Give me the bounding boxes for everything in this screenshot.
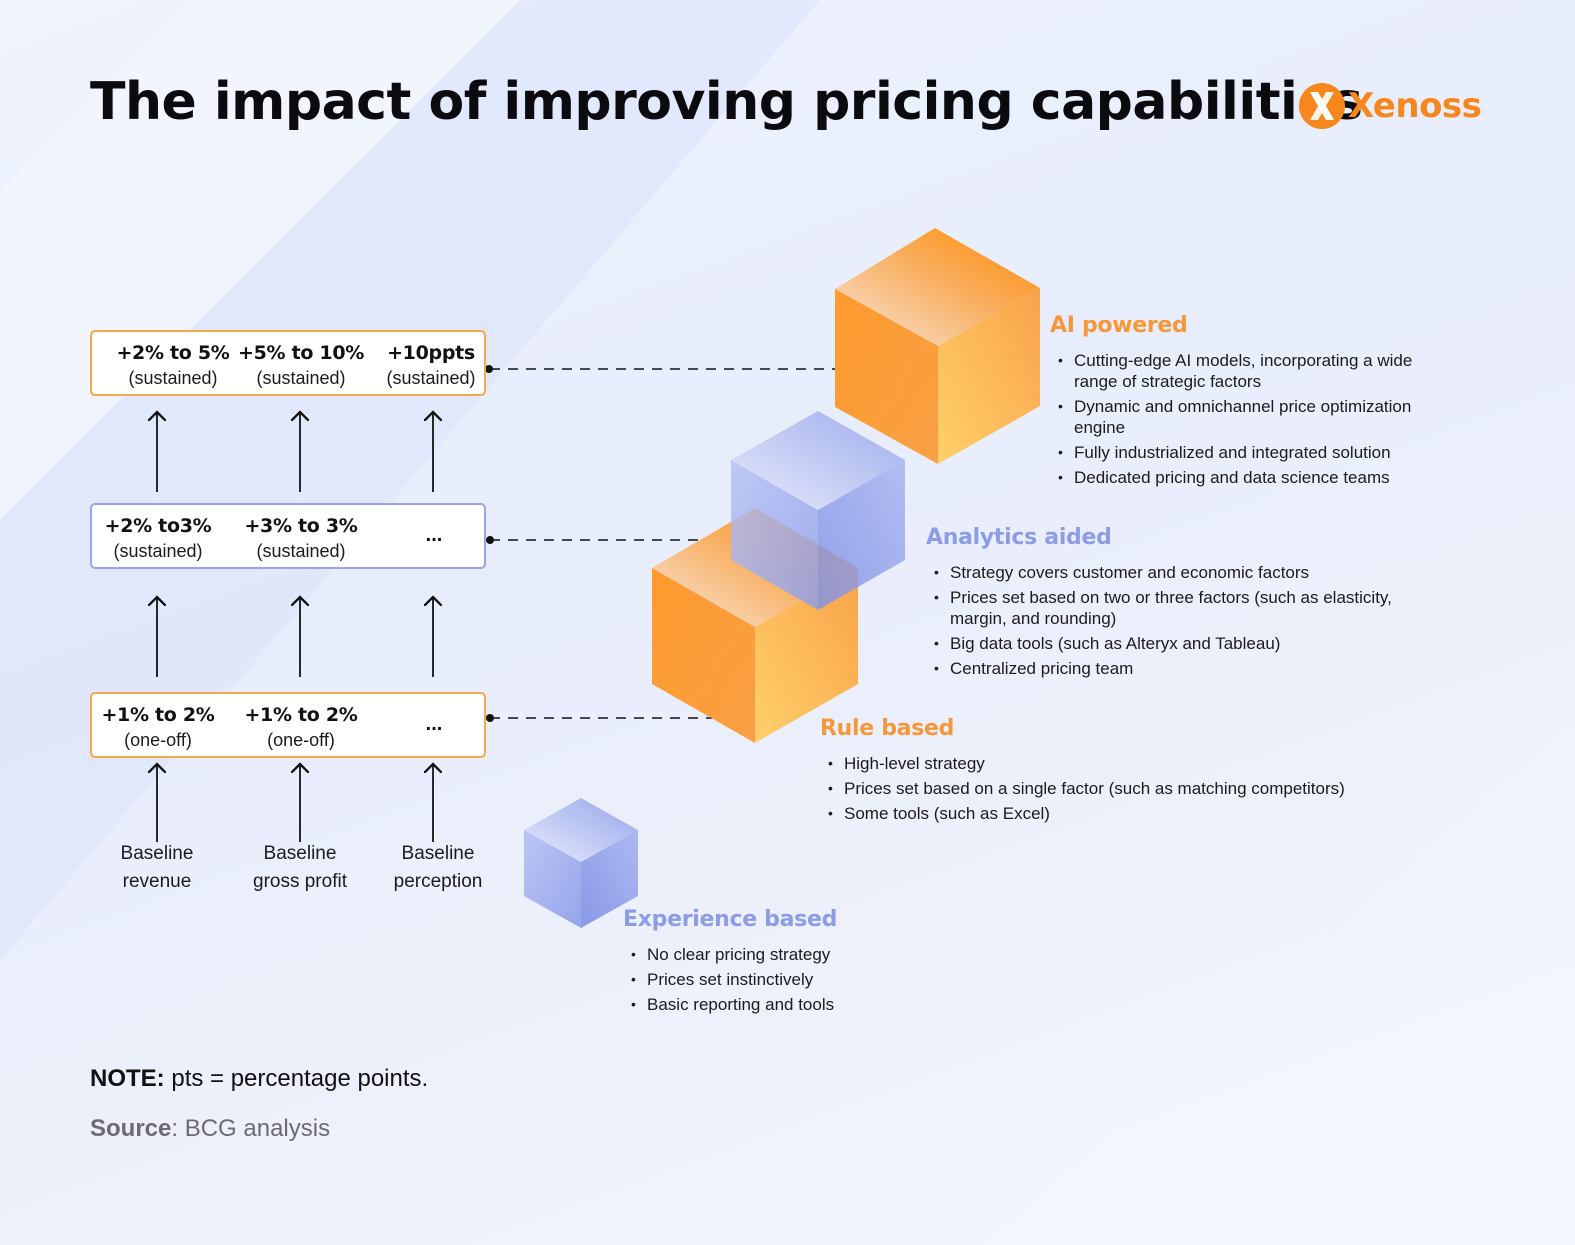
bullet-item: Strategy covers customer and economic fa… [934, 562, 1404, 583]
ellipsis: ... [425, 713, 443, 735]
upward-arrows [157, 412, 433, 842]
impact-duration: (sustained) [386, 368, 476, 388]
impact-duration: (one-off) [124, 730, 192, 750]
baseline-label: Baseline [401, 843, 475, 864]
cube-analytics-aided [731, 411, 905, 610]
baseline-gross-profit: Baseline gross profit [220, 840, 380, 896]
bullet-item: Cutting-edge AI models, incorporating a … [1058, 350, 1438, 392]
bullet-item: Prices set instinctively [631, 969, 931, 990]
impact-box-analytics-aided: +2% to3% (sustained) +3% to 3% (sustaine… [90, 503, 486, 569]
impact-cell-revenue: +2% to 5% (sustained) [98, 341, 248, 391]
level-bullets-rule-based: High-level strategy Prices set based on … [828, 753, 1388, 828]
impact-cell-perception: +10ppts (sustained) [356, 341, 506, 391]
connector-dot-icon [486, 714, 494, 722]
logo-text: Xenoss [1348, 86, 1482, 126]
level-bullets-analytics-aided: Strategy covers customer and economic fa… [934, 562, 1404, 683]
cube-ai-powered [835, 228, 1040, 464]
source-line: Source: BCG analysis [90, 1115, 330, 1143]
impact-box-rule-based: +1% to 2% (one-off) +1% to 2% (one-off) … [90, 692, 486, 758]
impact-value: +1% to 2% [101, 704, 215, 726]
source-text: : BCG analysis [171, 1115, 331, 1142]
bullet-item: Prices set based on two or three factors… [934, 587, 1404, 629]
page-title: The impact of improving pricing capabili… [90, 72, 1363, 132]
bullet-item: High-level strategy [828, 753, 1388, 774]
bullet-item: Dynamic and omnichannel price optimizati… [1058, 396, 1438, 438]
baseline-metric: gross profit [253, 871, 347, 892]
level-bullets-experience-based: No clear pricing strategy Prices set ins… [631, 944, 931, 1019]
impact-duration: (sustained) [113, 541, 203, 561]
impact-value: +1% to 2% [244, 704, 358, 726]
impact-value: +10ppts [387, 342, 475, 364]
note-text: pts = percentage points. [164, 1065, 429, 1092]
impact-cell-gross-profit: +1% to 2% (one-off) [226, 703, 376, 753]
level-title-analytics-aided: Analytics aided [926, 525, 1112, 550]
level-title-experience-based: Experience based [623, 907, 838, 932]
connector-dot-icon [486, 536, 494, 544]
level-title-rule-based: Rule based [820, 716, 955, 741]
baseline-label: Baseline [120, 843, 194, 864]
impact-duration: (one-off) [267, 730, 335, 750]
footnote: NOTE: pts = percentage points. [90, 1065, 428, 1093]
cube-experience-based [524, 798, 638, 928]
level-bullets-ai-powered: Cutting-edge AI models, incorporating a … [1058, 350, 1438, 492]
impact-cell-revenue: +1% to 2% (one-off) [83, 703, 233, 753]
impact-duration: (sustained) [256, 368, 346, 388]
impact-value: +5% to 10% [237, 342, 365, 364]
source-label: Source [90, 1115, 172, 1142]
bullet-item: Big data tools (such as Alteryx and Tabl… [934, 633, 1404, 654]
impact-box-ai-powered: +2% to 5% (sustained) +5% to 10% (sustai… [90, 330, 486, 396]
bullet-item: Fully industrialized and integrated solu… [1058, 442, 1438, 463]
xenoss-logo-icon [1299, 83, 1345, 129]
impact-cell-gross-profit: +3% to 3% (sustained) [226, 514, 376, 564]
impact-cell-gross-profit: +5% to 10% (sustained) [226, 341, 376, 391]
impact-cell-revenue: +2% to3% (sustained) [83, 514, 233, 564]
bullet-item: Some tools (such as Excel) [828, 803, 1388, 824]
bullet-item: Prices set based on a single factor (suc… [828, 778, 1388, 799]
baseline-metric: perception [393, 871, 483, 892]
bullet-item: No clear pricing strategy [631, 944, 931, 965]
impact-duration: (sustained) [128, 368, 218, 388]
impact-duration: (sustained) [256, 541, 346, 561]
level-title-ai-powered: AI powered [1050, 313, 1188, 338]
baseline-perception: Baseline perception [358, 840, 518, 896]
xenoss-logo: Xenoss [1298, 82, 1482, 130]
bullet-item: Dedicated pricing and data science teams [1058, 467, 1438, 488]
baseline-metric: revenue [122, 871, 192, 892]
note-label: NOTE: [90, 1065, 165, 1092]
baseline-label: Baseline [263, 843, 337, 864]
impact-value: +2% to 5% [116, 342, 230, 364]
bullet-item: Basic reporting and tools [631, 994, 931, 1015]
bullet-item: Centralized pricing team [934, 658, 1404, 679]
connector-dot-icon [485, 365, 493, 373]
impact-value: +2% to3% [104, 515, 212, 537]
baseline-revenue: Baseline revenue [77, 840, 237, 896]
impact-value: +3% to 3% [244, 515, 358, 537]
ellipsis: ... [425, 524, 443, 546]
